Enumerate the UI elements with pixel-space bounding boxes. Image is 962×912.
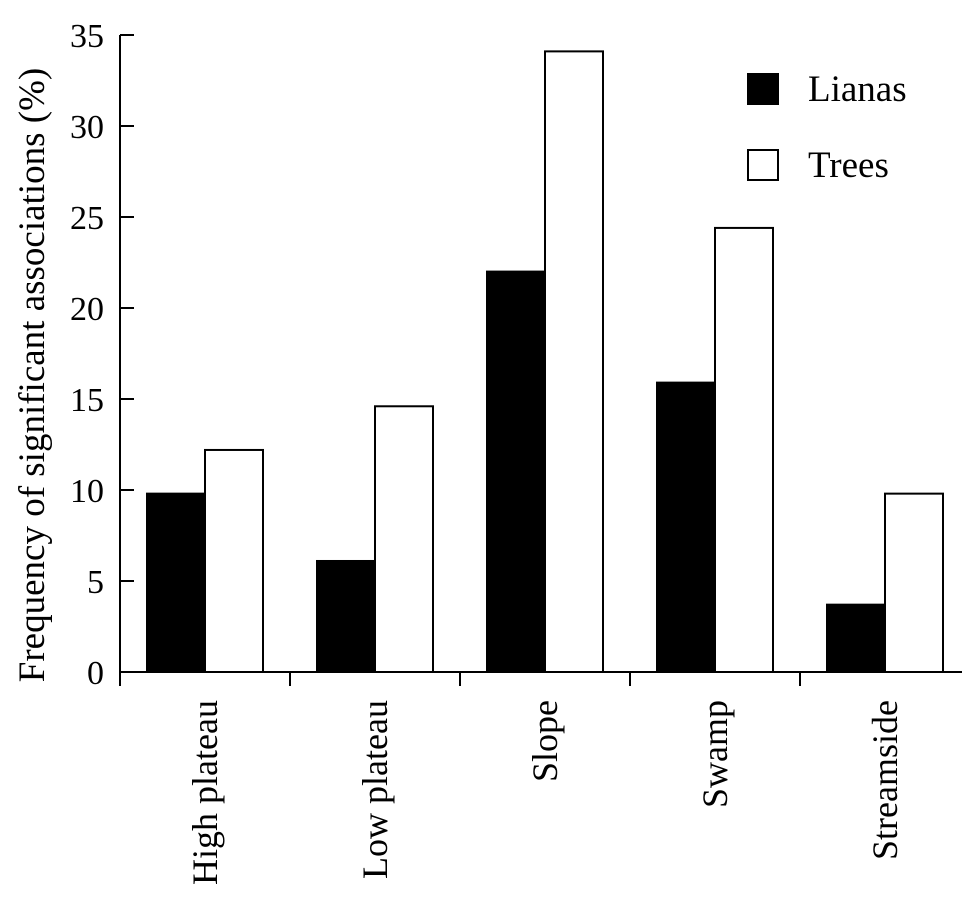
axes: 0 5 10 15 20 25 30 35 High plateau Low plateau Slo…: [70, 18, 962, 885]
y-tick-label: 10: [70, 473, 104, 510]
bars: [146, 50, 944, 674]
y-tick-label: 5: [87, 564, 104, 601]
bar-trees: [544, 50, 604, 673]
y-tick-label: 25: [70, 200, 104, 237]
y-tick-label: 35: [70, 18, 104, 55]
x-tick-label: Swamp: [695, 700, 735, 808]
legend-label: Lianas: [808, 69, 907, 110]
y-axis-label: Frequency of significant associations (%…: [12, 68, 53, 682]
bar-lianas: [656, 381, 716, 673]
legend: Lianas Trees: [747, 69, 907, 186]
x-tick-label: Slope: [525, 700, 565, 782]
bar-lianas: [486, 270, 546, 673]
bar-lianas: [826, 603, 886, 673]
legend-label: Trees: [808, 145, 889, 186]
bar-trees: [374, 405, 434, 673]
bar-lianas: [146, 492, 206, 674]
y-tick-label: 30: [70, 109, 104, 146]
bar-trees: [714, 226, 774, 673]
bar-trees: [884, 492, 944, 674]
x-tick-label: Streamside: [865, 700, 905, 860]
bar-lianas: [316, 559, 376, 673]
legend-swatch: [747, 149, 779, 181]
x-tick-label: Low plateau: [355, 700, 395, 879]
bar-trees: [204, 448, 264, 673]
y-tick-label: 15: [70, 382, 104, 419]
y-tick-label: 0: [87, 655, 104, 692]
y-tick-label: 20: [70, 291, 104, 328]
legend-swatch: [747, 73, 779, 105]
x-tick-label: High plateau: [185, 700, 225, 885]
